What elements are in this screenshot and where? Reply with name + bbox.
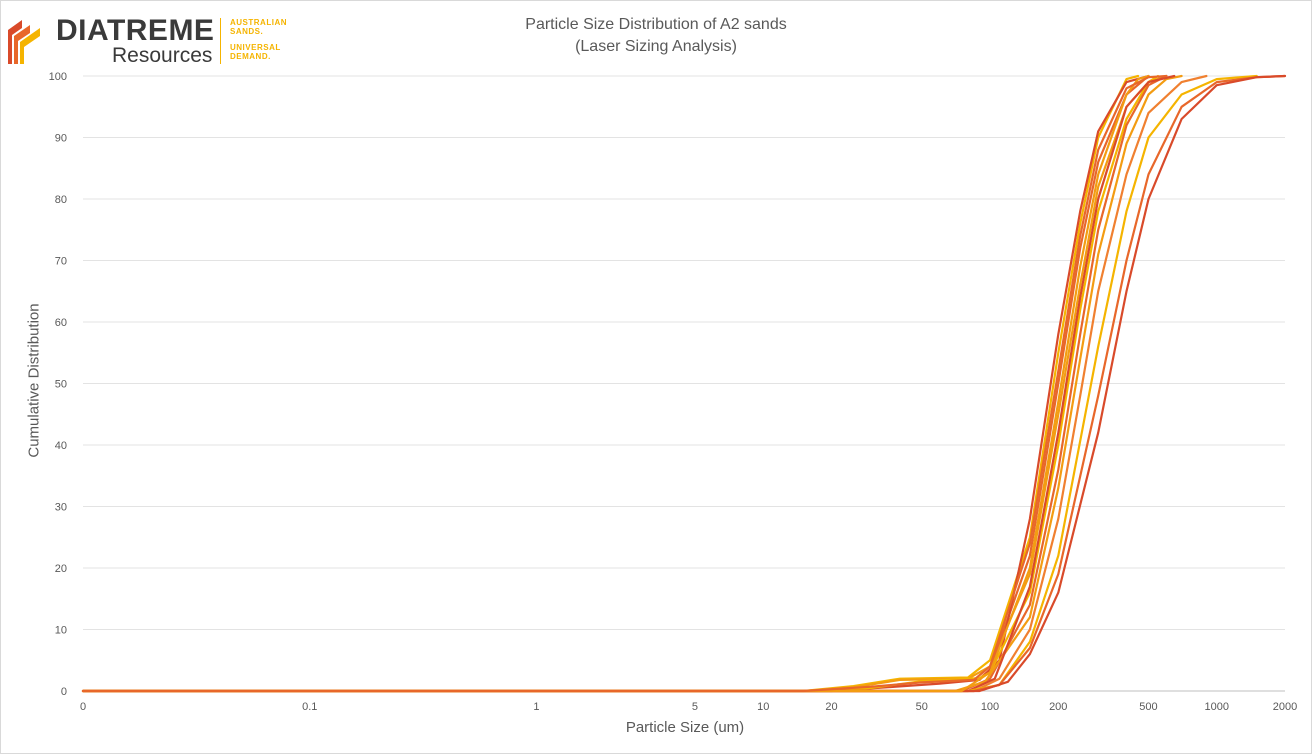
series-line-5: [81, 74, 1159, 693]
chart-title: Particle Size Distribution of A2 sands: [525, 16, 787, 33]
y-tick-labels: 0 10 20 30 40 50 60 70 80 90 100: [49, 71, 67, 698]
y-tick-label: 20: [55, 563, 67, 575]
y-tick-label: 90: [55, 133, 67, 145]
diatreme-chevron-icon: [8, 20, 40, 64]
logo-divider: [220, 18, 221, 64]
logo-tagline-1-line-2: SANDS.: [230, 27, 264, 36]
x-tick-label: 1: [533, 701, 539, 713]
series-line-13: [81, 74, 1150, 693]
y-tick-label: 40: [55, 440, 67, 452]
x-tick-label: 20: [825, 701, 837, 713]
logo: DIATREME Resources AUSTRALIAN SANDS. UNI…: [8, 14, 308, 68]
series-line-9: [81, 74, 1208, 693]
chart-subtitle: (Laser Sizing Analysis): [575, 38, 737, 55]
series-line-7: [81, 74, 1183, 693]
series-line-14: [81, 74, 1168, 693]
logo-tagline-2-line-2: DEMAND.: [230, 52, 271, 61]
x-tick-label: 5: [692, 701, 698, 713]
x-tick-label: 0.1: [302, 701, 317, 713]
logo-tagline-2: UNIVERSAL DEMAND.: [230, 43, 281, 61]
chart-title-block: Particle Size Distribution of A2 sands (…: [0, 14, 1312, 58]
logo-tagline-1: AUSTRALIAN SANDS.: [230, 18, 287, 36]
x-tick-label: 1000: [1204, 701, 1228, 713]
series-lines: [81, 74, 1287, 693]
x-tick-labels: 0 0.1 1 5 10 20 50 100 200 500 1000 2000: [80, 701, 1297, 713]
series-line-12: [81, 74, 1287, 693]
series-line-8: [81, 74, 1176, 693]
x-tick-label: 10: [757, 701, 769, 713]
gridlines: [83, 75, 1285, 692]
y-tick-label: 30: [55, 502, 67, 514]
y-tick-label: 80: [55, 194, 67, 206]
x-tick-label: 500: [1139, 701, 1157, 713]
y-tick-label: 0: [61, 686, 67, 698]
x-axis-label: Particle Size (um): [625, 719, 745, 736]
y-tick-label: 10: [55, 625, 67, 637]
logo-subtitle: Resources: [112, 44, 213, 67]
x-tick-label: 2000: [1273, 701, 1297, 713]
logo-tagline-1-line-1: AUSTRALIAN: [230, 18, 287, 27]
y-tick-label: 100: [49, 71, 67, 83]
y-tick-label: 60: [55, 317, 67, 329]
y-tick-label: 50: [55, 379, 67, 391]
x-tick-label: 0: [80, 701, 86, 713]
x-tick-label: 100: [981, 701, 999, 713]
x-tick-label: 50: [916, 701, 928, 713]
y-tick-label: 70: [55, 256, 67, 268]
logo-name: DIATREME: [56, 14, 215, 47]
x-tick-label: 200: [1049, 701, 1067, 713]
logo-tagline-2-line-1: UNIVERSAL: [230, 43, 281, 52]
